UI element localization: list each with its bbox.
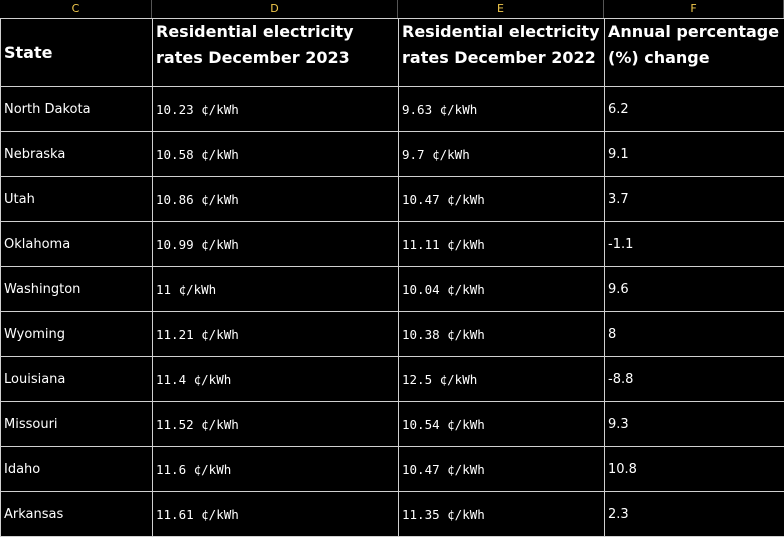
- change-cell[interactable]: 8: [605, 312, 784, 357]
- change-cell[interactable]: -8.8: [605, 357, 784, 402]
- rate-2023-cell[interactable]: 11.4 ¢/kWh: [153, 357, 399, 402]
- rate-2022-cell[interactable]: 10.38 ¢/kWh: [399, 312, 605, 357]
- change-cell[interactable]: 6.2: [605, 87, 784, 132]
- state-cell[interactable]: Idaho: [1, 447, 153, 492]
- rate-2023-cell[interactable]: 10.58 ¢/kWh: [153, 132, 399, 177]
- rate-2022-cell[interactable]: 10.04 ¢/kWh: [399, 267, 605, 312]
- rate-2022-cell[interactable]: 11.11 ¢/kWh: [399, 222, 605, 267]
- rate-2023-cell[interactable]: 10.99 ¢/kWh: [153, 222, 399, 267]
- header-cell-change[interactable]: Annual percentage (%) change: [605, 19, 784, 87]
- rate-2023-cell[interactable]: 11.61 ¢/kWh: [153, 492, 399, 537]
- change-cell[interactable]: 3.7: [605, 177, 784, 222]
- rate-2022-cell[interactable]: 9.63 ¢/kWh: [399, 87, 605, 132]
- rate-2022-cell[interactable]: 10.47 ¢/kWh: [399, 177, 605, 222]
- column-letter-c[interactable]: C: [0, 0, 152, 18]
- state-cell[interactable]: North Dakota: [1, 87, 153, 132]
- rate-2022-cell[interactable]: 12.5 ¢/kWh: [399, 357, 605, 402]
- change-cell[interactable]: 10.8: [605, 447, 784, 492]
- state-cell[interactable]: Nebraska: [1, 132, 153, 177]
- state-cell[interactable]: Oklahoma: [1, 222, 153, 267]
- rate-2022-cell[interactable]: 10.54 ¢/kWh: [399, 402, 605, 447]
- column-letter-d[interactable]: D: [152, 0, 398, 18]
- rate-2023-cell[interactable]: 10.23 ¢/kWh: [153, 87, 399, 132]
- change-cell[interactable]: 2.3: [605, 492, 784, 537]
- rate-2023-cell[interactable]: 10.86 ¢/kWh: [153, 177, 399, 222]
- column-letter-f[interactable]: F: [604, 0, 784, 18]
- header-row: State Residential electricity rates Dece…: [1, 19, 784, 87]
- rate-2022-cell[interactable]: 9.7 ¢/kWh: [399, 132, 605, 177]
- rate-2022-cell[interactable]: 11.35 ¢/kWh: [399, 492, 605, 537]
- header-cell-dec2023[interactable]: Residential electricity rates December 2…: [153, 19, 399, 87]
- header-cell-dec2022[interactable]: Residential electricity rates December 2…: [399, 19, 605, 87]
- change-cell[interactable]: 9.1: [605, 132, 784, 177]
- rate-2022-cell[interactable]: 10.47 ¢/kWh: [399, 447, 605, 492]
- change-cell[interactable]: -1.1: [605, 222, 784, 267]
- column-letter-e[interactable]: E: [398, 0, 604, 18]
- rate-2023-cell[interactable]: 11 ¢/kWh: [153, 267, 399, 312]
- state-cell[interactable]: Missouri: [1, 402, 153, 447]
- rate-2023-cell[interactable]: 11.52 ¢/kWh: [153, 402, 399, 447]
- change-cell[interactable]: 9.3: [605, 402, 784, 447]
- rate-2023-cell[interactable]: 11.21 ¢/kWh: [153, 312, 399, 357]
- column-header-bar: C D E F: [0, 0, 784, 19]
- rate-2023-cell[interactable]: 11.6 ¢/kWh: [153, 447, 399, 492]
- spreadsheet-grid: State Residential electricity rates Dece…: [0, 18, 784, 537]
- state-cell[interactable]: Utah: [1, 177, 153, 222]
- state-cell[interactable]: Wyoming: [1, 312, 153, 357]
- change-cell[interactable]: 9.6: [605, 267, 784, 312]
- state-cell[interactable]: Washington: [1, 267, 153, 312]
- state-cell[interactable]: Arkansas: [1, 492, 153, 537]
- header-cell-state[interactable]: State: [1, 19, 153, 87]
- state-cell[interactable]: Louisiana: [1, 357, 153, 402]
